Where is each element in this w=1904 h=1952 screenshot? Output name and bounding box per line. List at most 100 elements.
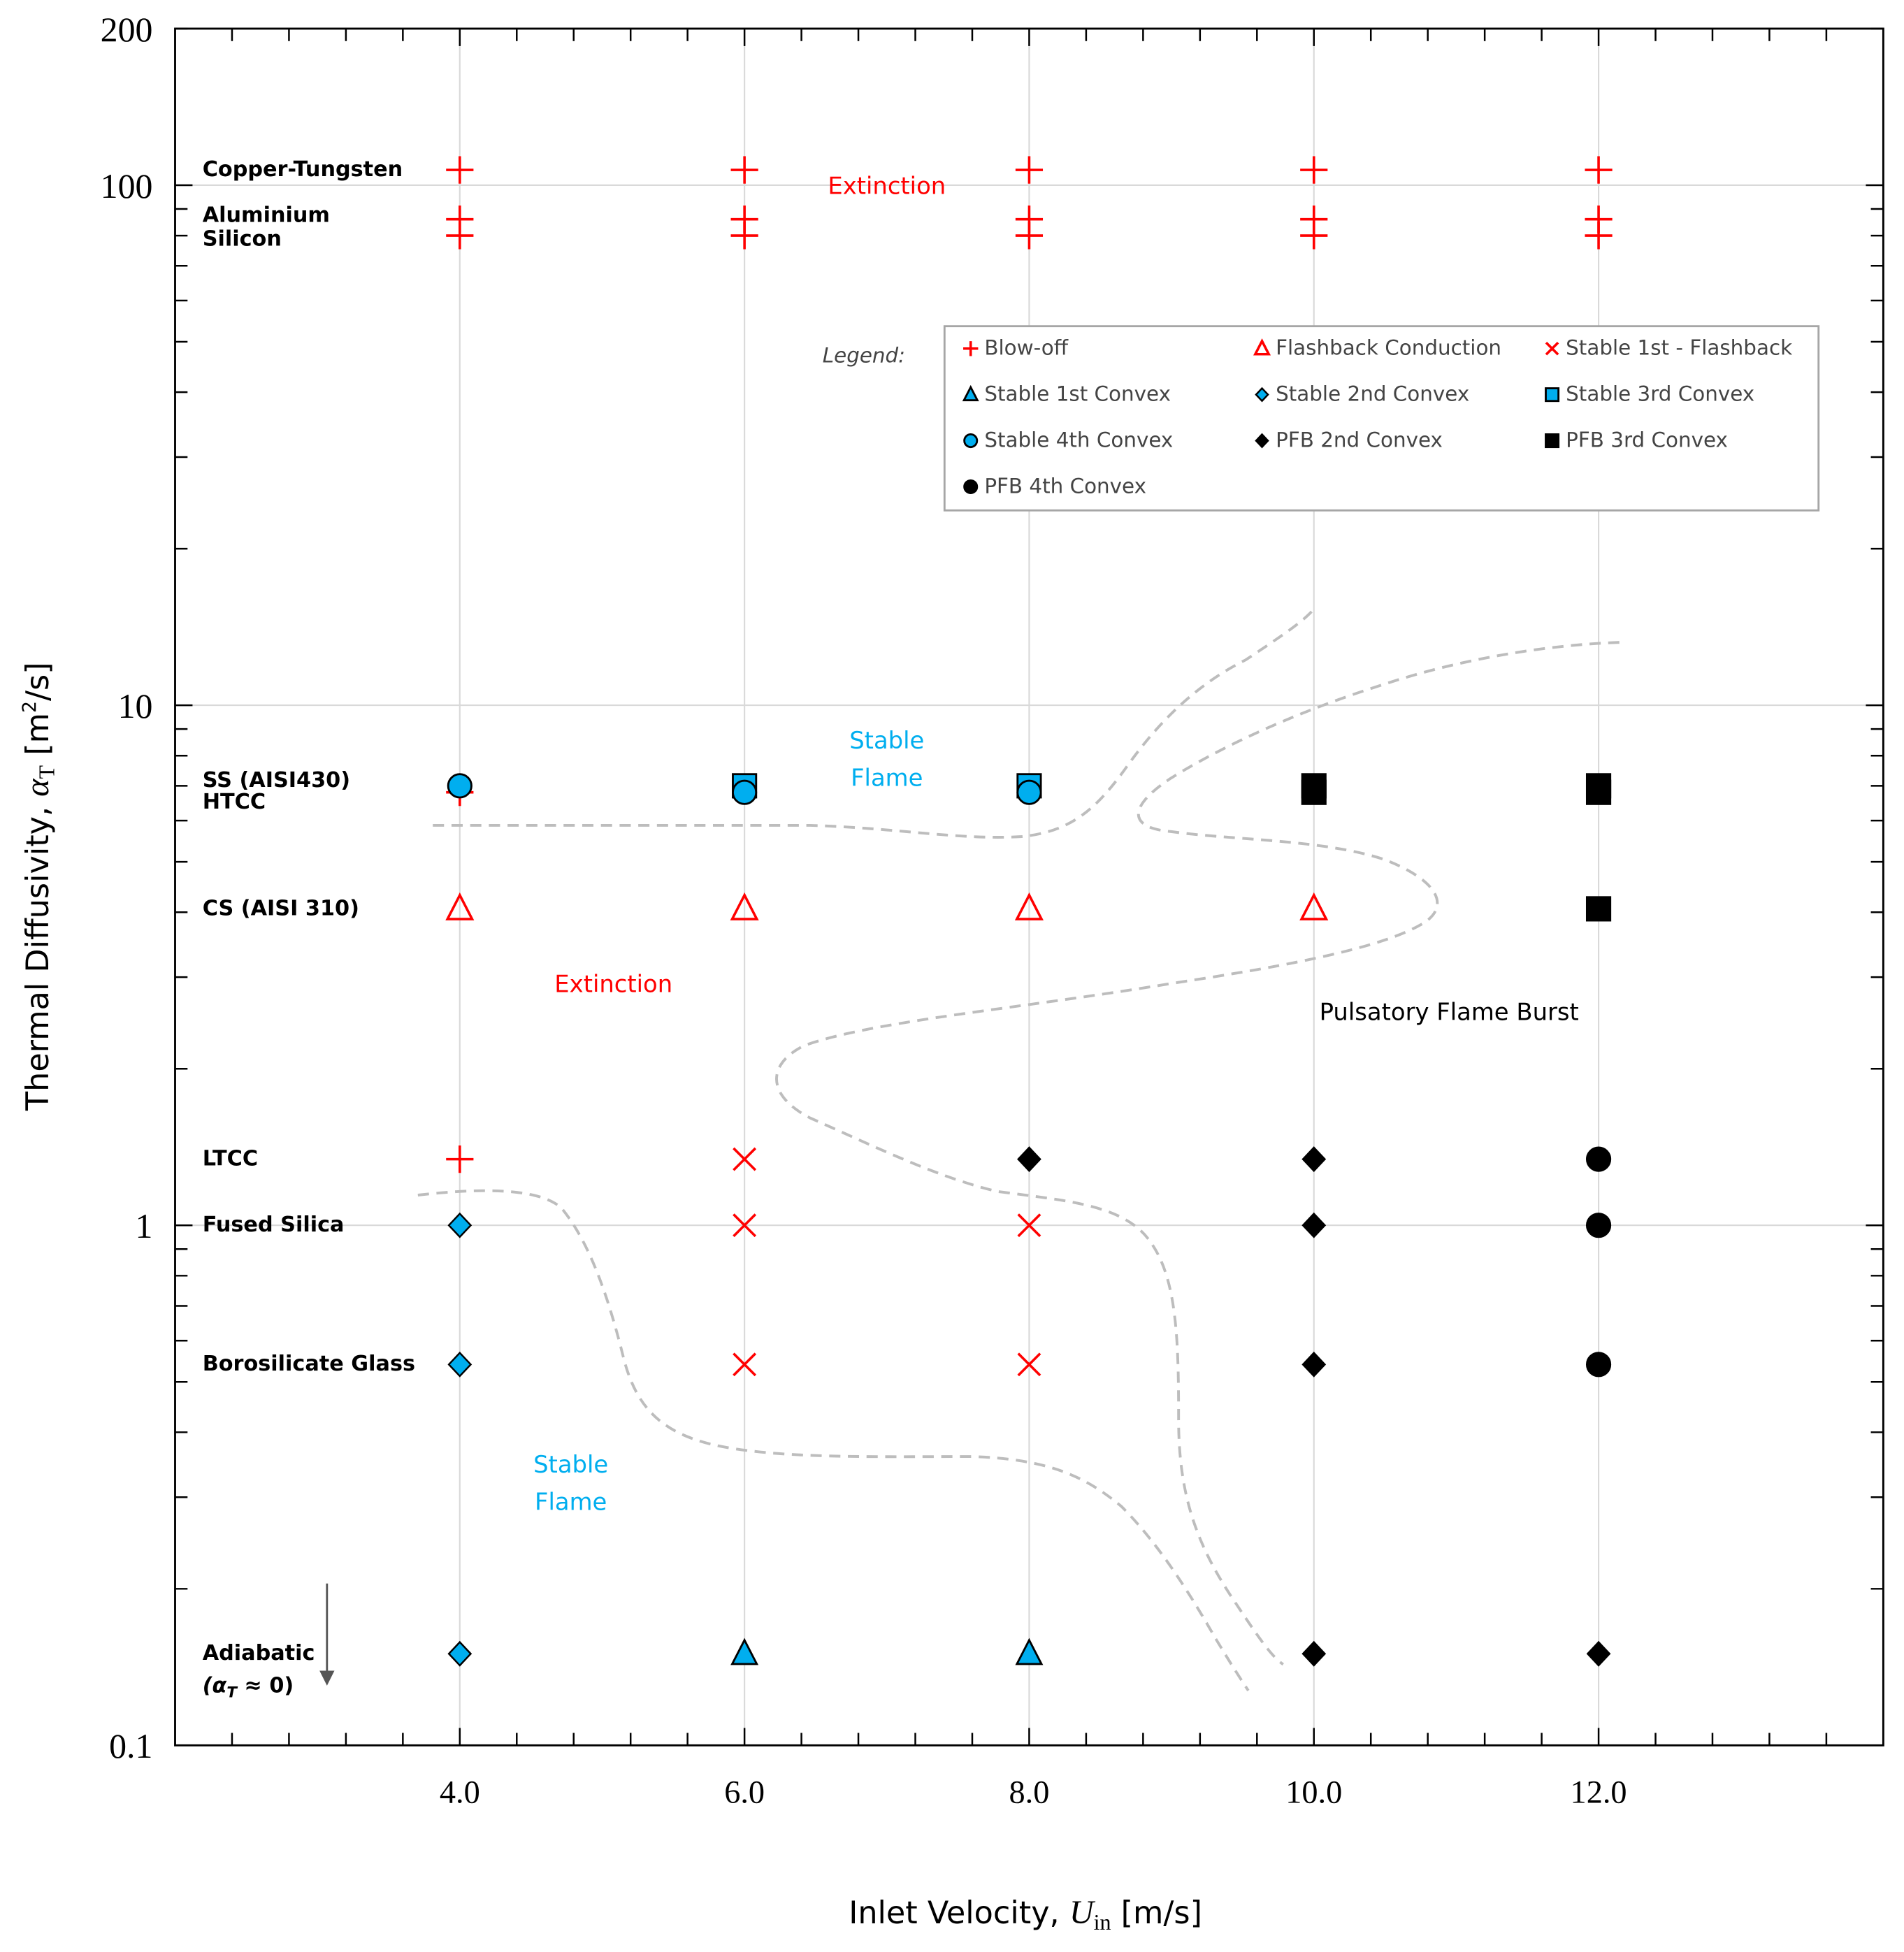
marker-pfb-3rd-convex bbox=[1585, 896, 1612, 922]
marker-stable-1st-flashback bbox=[733, 1213, 757, 1238]
marker-blow-off bbox=[1300, 156, 1328, 184]
marker-blow-off bbox=[1300, 222, 1328, 250]
legend-label-pfb-2nd-convex: PFB 2nd Convex bbox=[1276, 428, 1443, 451]
boundary-curve-middle bbox=[775, 641, 1620, 1666]
legend-label-stable-1st-convex: Stable 1st Convex bbox=[984, 382, 1171, 406]
marker-pfb-2nd-convex bbox=[1586, 1640, 1611, 1667]
marker-flashback-conduction bbox=[1299, 892, 1329, 920]
marker-pfb-3rd-convex bbox=[1585, 779, 1612, 805]
annotation-label: Extinction bbox=[554, 970, 672, 997]
x-tick-label: 12.0 bbox=[1571, 1774, 1627, 1810]
legend-marker-stable-2nd-convex bbox=[1255, 386, 1269, 403]
material-label: Aluminium bbox=[203, 203, 330, 227]
marker-pfb-2nd-convex bbox=[1301, 1640, 1327, 1667]
y-tick-label: 10 bbox=[118, 687, 153, 725]
material-label-extra: (αT ≈ 0) bbox=[203, 1673, 294, 1701]
legend-marker-pfb-2nd-convex bbox=[1255, 433, 1269, 449]
legend-label-flashback-conduction: Flashback Conduction bbox=[1276, 336, 1501, 360]
region-boundaries bbox=[417, 609, 1620, 1692]
marker-blow-off bbox=[446, 222, 474, 250]
marker-stable-1st-convex bbox=[730, 1637, 759, 1665]
marker-blow-off bbox=[730, 222, 758, 250]
material-label: Fused Silica bbox=[203, 1213, 345, 1237]
legend-label-blow-off: Blow-off bbox=[984, 336, 1068, 360]
legend-marker-stable-1st-convex bbox=[962, 384, 979, 402]
legend-marker-stable-3rd-convex bbox=[1545, 387, 1560, 403]
marker-blow-off bbox=[730, 156, 758, 184]
legend: Legend: Blow-off Flashback Conduction Stab… bbox=[823, 325, 1820, 512]
annotation-label: Stable bbox=[533, 1451, 608, 1478]
annotation-label-line2: Flame bbox=[535, 1489, 607, 1516]
legend-label-stable-3rd-convex: Stable 3rd Convex bbox=[1566, 382, 1754, 406]
marker-pfb-2nd-convex bbox=[1301, 1212, 1327, 1238]
legend-marker-flashback-conduction bbox=[1253, 338, 1271, 356]
marker-stable-2nd-convex bbox=[447, 1640, 473, 1667]
legend-label-pfb-3rd-convex: PFB 3rd Convex bbox=[1566, 428, 1728, 451]
marker-pfb-2nd-convex bbox=[1301, 1146, 1327, 1173]
data-markers bbox=[445, 156, 1613, 1667]
marker-stable-1st-flashback bbox=[733, 1352, 757, 1377]
material-label: Adiabatic bbox=[203, 1641, 315, 1665]
marker-pfb-4th-convex bbox=[1585, 1352, 1612, 1378]
annotation-label: Extinction bbox=[828, 172, 946, 199]
axis-ticks bbox=[175, 27, 1884, 1747]
marker-stable-4th-convex bbox=[732, 779, 758, 805]
marker-stable-1st-convex bbox=[1015, 1637, 1044, 1665]
x-tick-label: 10.0 bbox=[1285, 1774, 1342, 1810]
legend-marker-pfb-3rd-convex bbox=[1545, 433, 1560, 449]
legend-label-stable-2nd-convex: Stable 2nd Convex bbox=[1276, 382, 1469, 406]
marker-pfb-4th-convex bbox=[1585, 1146, 1612, 1172]
marker-flashback-conduction bbox=[1014, 892, 1044, 920]
marker-blow-off bbox=[446, 156, 474, 184]
y-axis-label: Thermal Diffusivity, αT [m2/s] bbox=[19, 662, 59, 1111]
x-tick-label: 6.0 bbox=[724, 1774, 765, 1810]
annotation-label: Pulsatory Flame Burst bbox=[1320, 998, 1579, 1025]
material-label: SS (AISI430) bbox=[203, 768, 350, 793]
axes: 4.0 6.0 8.0 10.0 12.0 0.1 1 10 100 200 bbox=[101, 10, 1884, 1810]
marker-stable-1st-flashback bbox=[1017, 1352, 1041, 1377]
y-tick-label: 200 bbox=[101, 10, 153, 49]
marker-stable-1st-flashback bbox=[1017, 1213, 1041, 1238]
marker-blow-off bbox=[1015, 222, 1044, 250]
annotation-label-line2: Flame bbox=[851, 764, 923, 791]
material-label: LTCC bbox=[203, 1147, 258, 1171]
annotations: Extinction Extinction Stable Flame Stable Fla… bbox=[533, 172, 1579, 1515]
marker-stable-4th-convex bbox=[447, 773, 473, 799]
material-label: Borosilicate Glass bbox=[203, 1352, 415, 1376]
marker-flashback-conduction bbox=[445, 892, 475, 920]
marker-blow-off bbox=[446, 1145, 474, 1173]
marker-pfb-4th-convex bbox=[1585, 1213, 1612, 1238]
marker-blow-off bbox=[1585, 156, 1613, 184]
marker-stable-4th-convex bbox=[1016, 779, 1042, 805]
marker-pfb-3rd-convex bbox=[1301, 779, 1327, 805]
y-tick-label: 100 bbox=[101, 167, 153, 205]
x-tick-label: 8.0 bbox=[1009, 1774, 1050, 1810]
legend-title: Legend: bbox=[823, 343, 905, 367]
annotation-label: Stable bbox=[849, 727, 924, 754]
legend-items: Blow-off Flashback Conduction Stable 1st -… bbox=[962, 336, 1792, 498]
y-tick-label: 0.1 bbox=[109, 1727, 152, 1765]
legend-label-stable-4th-convex: Stable 4th Convex bbox=[984, 428, 1173, 451]
legend-marker-stable-1st-flashback bbox=[1545, 341, 1559, 356]
marker-blow-off bbox=[1015, 156, 1044, 184]
marker-blow-off bbox=[1585, 222, 1613, 250]
material-label: HTCC bbox=[203, 790, 266, 814]
material-label: Copper-Tungsten bbox=[203, 157, 403, 182]
marker-flashback-conduction bbox=[730, 892, 759, 920]
legend-label-pfb-4th-convex: PFB 4th Convex bbox=[984, 474, 1146, 498]
legend-label-stable-1st-flashback: Stable 1st - Flashback bbox=[1566, 336, 1792, 360]
material-label: CS (AISI 310) bbox=[203, 896, 359, 920]
boundary-curve-lower bbox=[417, 1189, 1250, 1692]
adiabatic-arrow bbox=[319, 1583, 335, 1686]
x-axis-label: Inlet Velocity, Uin [m/s] bbox=[849, 1894, 1202, 1935]
marker-pfb-2nd-convex bbox=[1017, 1146, 1041, 1173]
marker-stable-2nd-convex bbox=[447, 1212, 473, 1238]
marker-stable-1st-flashback bbox=[733, 1147, 757, 1171]
marker-pfb-2nd-convex bbox=[1301, 1351, 1327, 1378]
y-tick-label: 1 bbox=[136, 1207, 153, 1245]
x-tick-label: 4.0 bbox=[440, 1774, 480, 1810]
marker-stable-2nd-convex bbox=[447, 1351, 473, 1378]
boundary-curve-upper bbox=[433, 609, 1315, 839]
